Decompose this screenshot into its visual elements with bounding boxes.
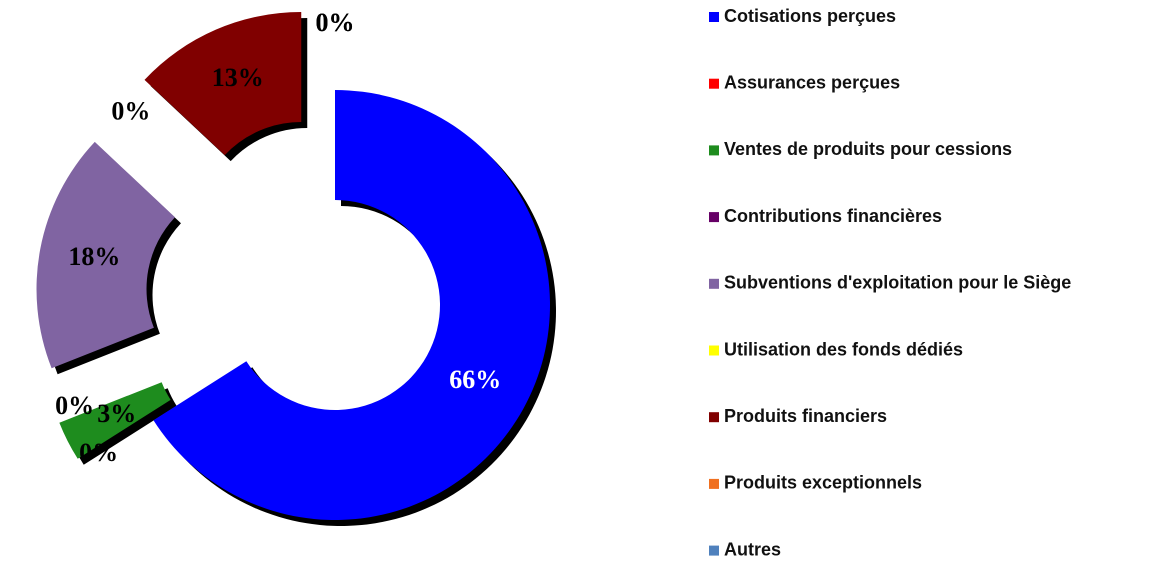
slice [116,99,197,175]
legend-swatch [709,78,719,89]
data-label: 0% [55,391,94,420]
legend-swatch [709,412,719,423]
data-label: 0% [316,8,355,37]
slice [36,141,175,369]
legend-label: Produits exceptionnels [724,473,922,493]
data-label: 66% [449,365,501,394]
legend-label: Assurances perçues [724,72,900,92]
data-label: 18% [68,242,120,271]
legend-swatch [709,12,719,22]
data-label: 3% [97,399,136,428]
legend-label: Contributions financières [724,206,942,226]
legend-label: Subventions d'exploitation pour le Siège [724,273,1071,293]
legend-label: Ventes de produits pour cessions [724,139,1012,159]
legend-swatch [709,345,719,356]
slice [144,11,302,156]
legend-label: Produits financiers [724,406,887,426]
legend-label: Autres [724,539,781,559]
data-label: 0% [316,8,355,37]
legend-swatch [709,278,719,289]
legend-swatch [709,212,719,223]
slice [153,90,551,520]
legend-label: Utilisation des fonds dédiés [724,339,963,359]
legend-swatch [709,545,719,556]
slice [59,382,171,459]
legend-label: Cotisations perçues [724,6,896,26]
legend-swatch [709,478,719,489]
data-label: 13% [212,63,264,92]
data-label: 0% [111,96,150,125]
legend-swatch [709,145,719,156]
slice-shadow [122,105,203,181]
data-label: 0% [79,438,118,467]
